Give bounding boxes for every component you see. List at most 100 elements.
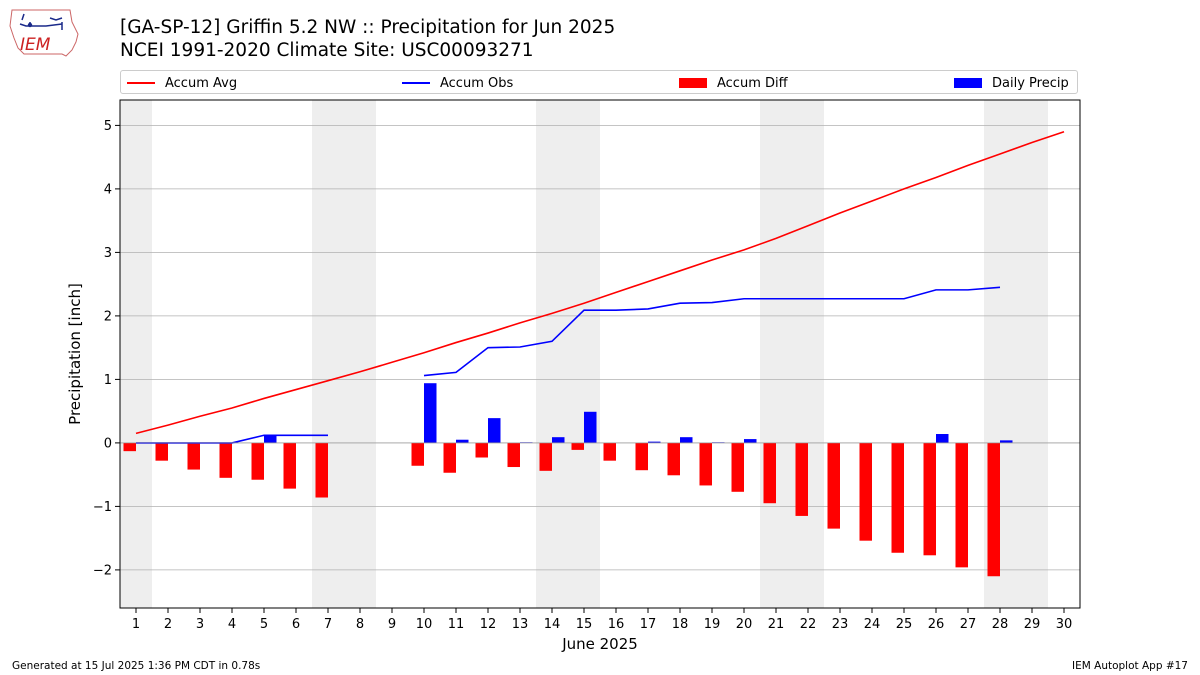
x-tick-label-30: 30 — [1056, 617, 1073, 632]
x-tick-label-2: 2 — [164, 617, 172, 632]
accum-diff-bar-day-7 — [315, 442, 328, 498]
chart-title: [GA-SP-12] Griffin 5.2 NW :: Precipitati… — [120, 17, 616, 38]
legend-item-accum-obs: Accum Obs — [402, 74, 513, 92]
y-tick-label-0: −2 — [93, 563, 112, 578]
y-tick-label-3: 1 — [104, 373, 112, 388]
x-tick-label-23: 23 — [832, 617, 849, 632]
legend-label-accum-avg: Accum Avg — [165, 75, 238, 91]
x-tick-label-27: 27 — [960, 617, 977, 632]
accum-diff-bar-day-11 — [443, 442, 456, 473]
y-tick-label-1: −1 — [93, 500, 112, 515]
accum-diff-bar-day-2 — [155, 442, 168, 461]
x-tick-label-6: 6 — [292, 617, 300, 632]
legend-item-daily-precip: Daily Precip — [954, 74, 1069, 92]
legend-swatch-accum-diff — [679, 78, 707, 88]
footer-app-text: IEM Autoplot App #17 — [1072, 660, 1188, 672]
accum-diff-bar-day-16 — [603, 442, 616, 461]
x-tick-label-13: 13 — [512, 617, 529, 632]
chart-subtitle: NCEI 1991-2020 Climate Site: USC00093271 — [120, 40, 534, 61]
weekend-band-3 — [760, 100, 824, 608]
daily-precip-bar-day-20 — [744, 439, 757, 443]
weekend-band-1 — [312, 100, 376, 608]
accum-diff-bar-day-19 — [699, 442, 712, 486]
accum-diff-bar-day-18 — [667, 442, 680, 476]
footer-generated-text: Generated at 15 Jul 2025 1:36 PM CDT in … — [12, 660, 261, 672]
x-tick-label-21: 21 — [768, 617, 785, 632]
weekend-bands — [120, 100, 1048, 608]
legend-label-accum-diff: Accum Diff — [717, 75, 788, 91]
accum-diff-bar-day-4 — [219, 442, 232, 478]
x-axis-label: June 2025 — [561, 635, 638, 653]
legend-item-accum-diff: Accum Diff — [679, 74, 788, 92]
accum-diff-bar-day-24 — [859, 442, 872, 541]
daily-precip-bar-day-14 — [552, 437, 565, 443]
accum-diff-bar-day-22 — [795, 442, 808, 516]
y-tick-label-6: 4 — [104, 182, 112, 197]
x-tick-label-15: 15 — [576, 617, 593, 632]
x-tick-label-1: 1 — [132, 617, 140, 632]
logo-text: IEM — [20, 35, 51, 55]
x-tick-label-9: 9 — [388, 617, 396, 632]
accum-diff-bar-day-13 — [507, 442, 520, 468]
accum-diff-bar-day-1 — [123, 442, 136, 452]
y-tick-label-2: 0 — [104, 436, 112, 451]
accum-diff-bar-day-28 — [987, 442, 1000, 577]
accum-diff-bar-day-3 — [187, 442, 200, 470]
x-tick-label-18: 18 — [672, 617, 689, 632]
legend: Accum Avg Accum Obs Accum Diff Daily Pre… — [120, 70, 1078, 94]
x-tick-label-25: 25 — [896, 617, 913, 632]
weekend-band-2 — [536, 100, 600, 608]
x-tick-label-14: 14 — [544, 617, 561, 632]
accum-diff-bar-day-25 — [891, 442, 904, 553]
x-tick-label-4: 4 — [228, 617, 236, 632]
accum-avg-line — [135, 130, 1065, 435]
y-tick-label-5: 3 — [104, 246, 112, 261]
x-tick-label-24: 24 — [864, 617, 881, 632]
accum-diff-bar-day-27 — [955, 442, 968, 568]
plot-frame — [119, 99, 1081, 609]
bar-marks — [123, 383, 1013, 577]
daily-precip-bar-day-26 — [936, 434, 949, 443]
daily-precip-bar-day-15 — [584, 411, 597, 443]
accum-diff-bar-day-23 — [827, 442, 840, 529]
x-tick-label-10: 10 — [416, 617, 433, 632]
accum-diff-bar-day-26 — [923, 442, 936, 556]
x-tick-label-12: 12 — [480, 617, 497, 632]
legend-swatch-accum-avg — [127, 82, 155, 84]
x-tick-label-11: 11 — [448, 617, 465, 632]
iem-logo: IEM — [6, 4, 82, 60]
accum-diff-bar-day-10 — [411, 442, 424, 466]
y-tick-label-7: 5 — [104, 119, 112, 134]
daily-precip-bar-day-28 — [1000, 440, 1013, 443]
x-tick-label-17: 17 — [640, 617, 657, 632]
accum-diff-bar-day-6 — [283, 442, 296, 489]
accum-diff-bar-day-20 — [731, 442, 744, 492]
x-tick-label-26: 26 — [928, 617, 945, 632]
x-tick-label-20: 20 — [736, 617, 753, 632]
daily-precip-bar-day-11 — [456, 439, 469, 443]
accum-diff-bar-day-14 — [539, 442, 552, 471]
accum-diff-bar-day-21 — [763, 442, 776, 504]
daily-precip-bar-day-5 — [264, 435, 277, 443]
daily-precip-bar-day-10 — [424, 383, 437, 443]
y-axis-label: Precipitation [inch] — [66, 283, 84, 425]
x-tick-label-3: 3 — [196, 617, 204, 632]
accum-diff-bar-day-12 — [475, 442, 488, 458]
x-tick-label-28: 28 — [992, 617, 1009, 632]
x-tick-label-19: 19 — [704, 617, 721, 632]
x-tick-label-5: 5 — [260, 617, 268, 632]
x-tick-label-29: 29 — [1024, 617, 1041, 632]
x-tick-label-16: 16 — [608, 617, 625, 632]
x-tick-label-8: 8 — [356, 617, 364, 632]
legend-swatch-accum-obs — [402, 82, 430, 84]
daily-precip-bar-day-17 — [648, 441, 661, 443]
weekend-band-0 — [120, 100, 152, 608]
accum-diff-bar-day-15 — [571, 442, 584, 450]
legend-label-daily-precip: Daily Precip — [992, 75, 1069, 91]
legend-label-accum-obs: Accum Obs — [440, 75, 514, 91]
accum-diff-bar-day-5 — [251, 442, 264, 480]
y-tick-label-4: 2 — [104, 309, 112, 324]
daily-precip-bar-day-12 — [488, 418, 501, 443]
